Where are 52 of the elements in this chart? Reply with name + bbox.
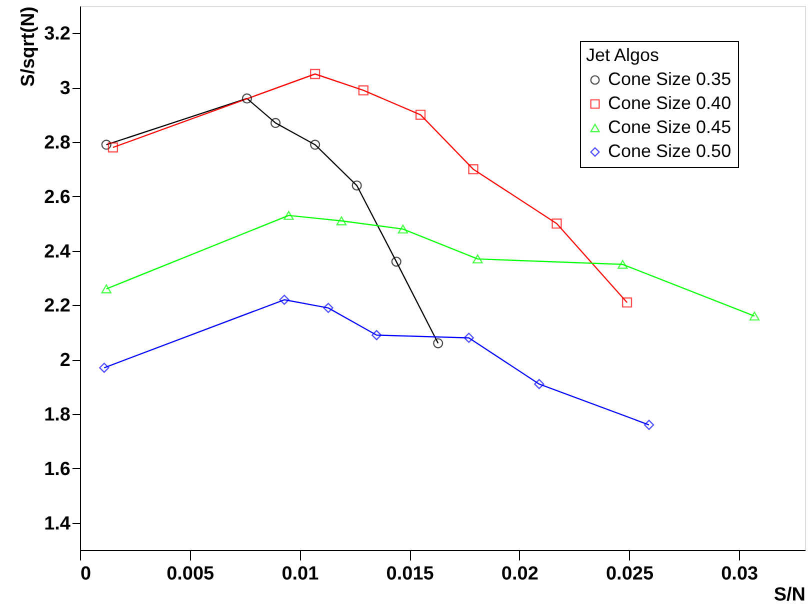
point	[101, 284, 112, 294]
point	[279, 294, 290, 305]
legend-label: Cone Size 0.45	[608, 117, 732, 137]
y-tick-label: 2.4	[44, 241, 71, 262]
point	[433, 338, 444, 348]
y-tick-label: 2.6	[44, 186, 70, 208]
x-tick-label: 0	[80, 564, 92, 584]
x-tick-label: 0.01	[282, 564, 320, 584]
legend-label: Cone Size 0.35	[608, 69, 732, 89]
y-tick-label: 1.4	[44, 513, 71, 534]
legend-label: Cone Size 0.50	[608, 141, 732, 161]
point	[468, 164, 478, 174]
x-tick-label: 0.03	[721, 564, 758, 584]
point	[552, 218, 562, 229]
point	[336, 216, 347, 226]
point	[270, 118, 281, 128]
y-tick-label: 2.2	[44, 296, 70, 317]
point	[284, 210, 294, 220]
point	[749, 312, 760, 321]
point	[644, 420, 654, 430]
y-tick-label: 3.2	[44, 24, 70, 45]
legend-title: Jet Algos	[586, 45, 660, 65]
x-tick-label: 0.015	[386, 564, 434, 584]
y-tick-label: 2.8	[44, 132, 70, 154]
point	[108, 142, 118, 153]
point	[352, 180, 362, 191]
point	[464, 332, 474, 343]
point	[323, 302, 334, 313]
point	[415, 110, 426, 120]
x-axis-title: S/N	[774, 584, 806, 606]
point	[534, 379, 544, 390]
y-tick-label: 1.8	[44, 404, 70, 426]
point	[99, 362, 110, 373]
point	[310, 140, 320, 150]
point	[310, 68, 320, 80]
point	[242, 93, 252, 104]
point	[101, 140, 112, 150]
point	[618, 260, 628, 269]
x-tick-label: 0.025	[606, 564, 654, 584]
y-axis-title: S/sqrt(N)	[18, 6, 40, 87]
x-tick-label: 0.005	[166, 564, 215, 584]
x-tick-label: 0.02	[501, 564, 538, 584]
y-tick-label: 3	[60, 78, 70, 100]
point	[472, 254, 483, 264]
legend-label: Cone Size 0.40	[608, 93, 732, 113]
point	[358, 85, 368, 96]
point	[372, 330, 382, 340]
y-tick-label: 1.6	[44, 458, 70, 480]
point	[622, 297, 632, 308]
y-tick-label: 2	[60, 350, 70, 372]
point	[398, 224, 408, 234]
point	[391, 256, 402, 267]
